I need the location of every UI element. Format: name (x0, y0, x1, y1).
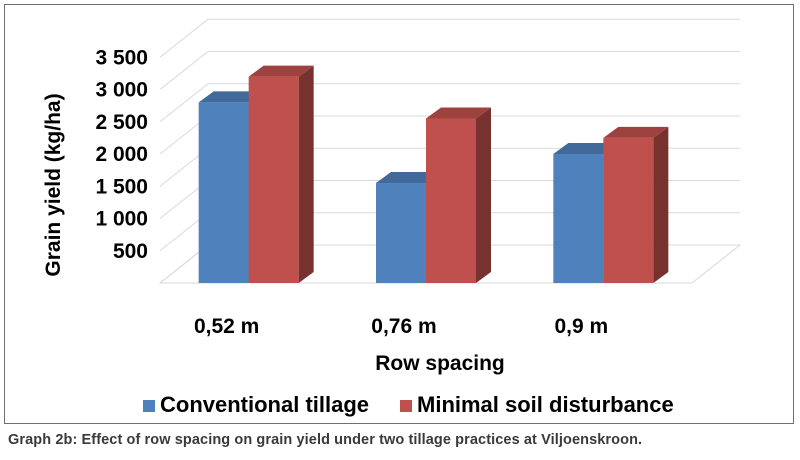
bar-side (653, 126, 669, 283)
y-axis-title: Grain yield (kg/ha) (42, 93, 65, 276)
y-tick-label: 500 (113, 240, 148, 263)
grain-yield-chart: 500 1 000 1 500 2 000 2 500 3 000 3 500 0,52 m 0… (42, 18, 742, 417)
bar (426, 118, 476, 284)
y-tick-label: 1 000 (95, 208, 148, 231)
gridline (159, 18, 740, 58)
bar (376, 183, 426, 283)
bar-top (603, 126, 669, 138)
gridline (159, 83, 740, 123)
y-tick-label: 2 000 (95, 143, 148, 166)
x-tick-label: 0,52 m (194, 315, 259, 338)
bar-side (476, 107, 491, 284)
bar-top (248, 65, 314, 77)
bar (198, 102, 249, 284)
bar-top (553, 143, 619, 154)
x-tick-label: 0,9 m (554, 315, 608, 338)
legend-label: Minimal soil disturbance (417, 392, 674, 417)
y-tick-label: 2 500 (95, 111, 148, 134)
bar (603, 137, 654, 283)
legend-label: Conventional tillage (160, 392, 369, 417)
bar-top (376, 172, 441, 184)
x-axis-title: Row spacing (375, 352, 505, 375)
legend-swatch (400, 400, 412, 412)
bar-top (198, 91, 264, 103)
bar (248, 76, 299, 283)
figure-caption: Graph 2b: Effect of row spacing on grain… (8, 432, 643, 448)
y-tick-label: 3 000 (95, 79, 148, 102)
x-tick-label: 0,76 m (371, 315, 436, 338)
gridline (159, 51, 740, 90)
bar-top (426, 107, 491, 119)
y-tick-label: 1 500 (95, 175, 148, 198)
y-tick-label: 3 500 (95, 46, 148, 69)
bar-side (298, 65, 314, 283)
legend-swatch (143, 400, 155, 412)
bar (553, 154, 604, 283)
